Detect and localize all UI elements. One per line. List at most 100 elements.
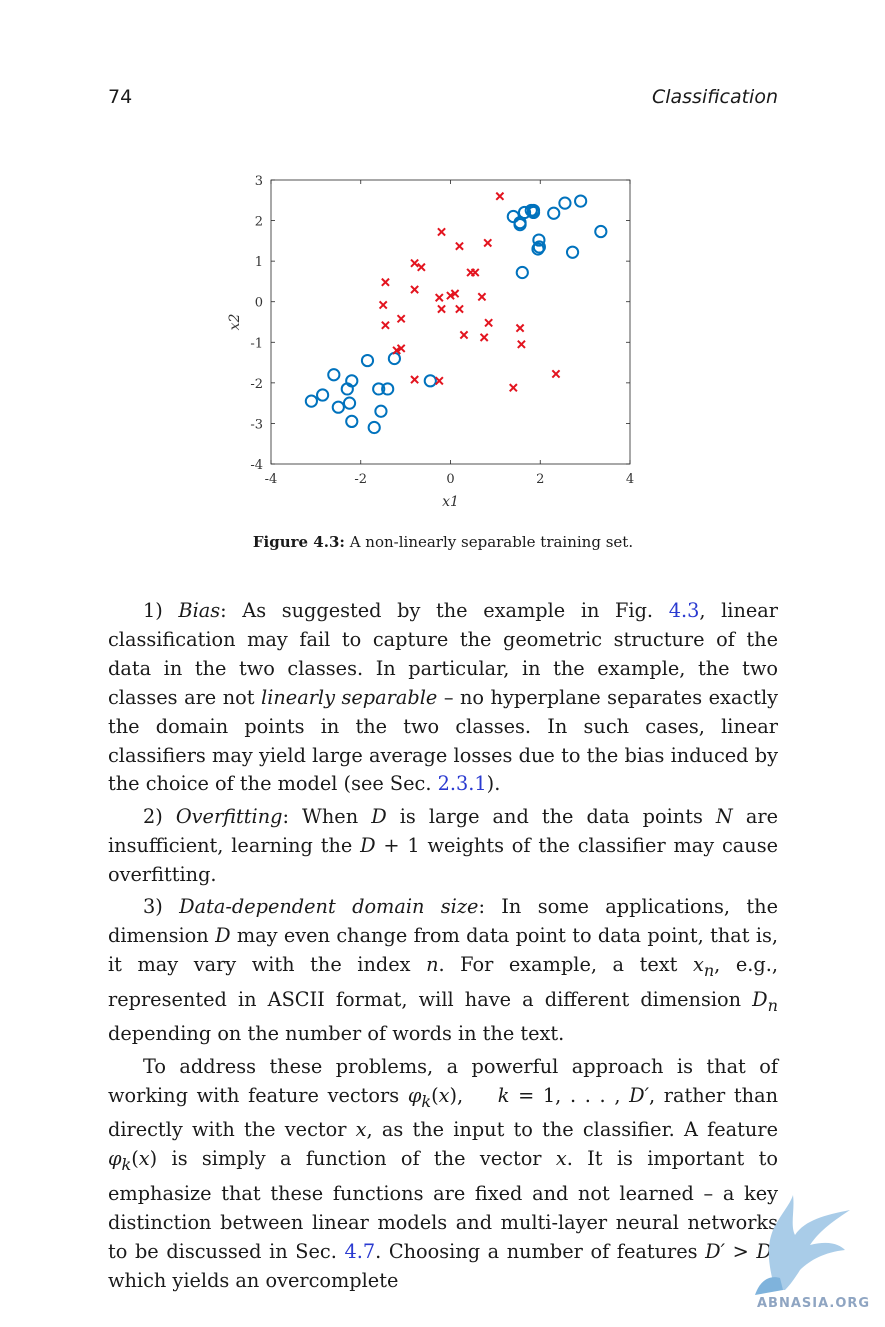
caption-text: A non-linearly separable training set.	[344, 533, 634, 551]
cross-point	[459, 330, 469, 340]
circle-point	[517, 205, 532, 220]
circle-point	[374, 404, 388, 418]
circle-point	[594, 224, 608, 239]
cross-point	[446, 291, 455, 300]
paragraph-bias: 1) Bias: As suggested by the example in …	[108, 599, 779, 796]
plot-axes	[270, 179, 631, 465]
cross-point	[434, 293, 444, 302]
figure-link[interactable]: 4.3	[668, 599, 700, 622]
circle-point	[367, 420, 381, 435]
circle-point	[515, 265, 529, 280]
tick-labels: -4 -2 0 2 4 3 2 1 0 -1 -2 -3 -4	[250, 174, 634, 487]
cross-stroke	[515, 323, 525, 333]
cross-point	[378, 300, 388, 310]
y-tick-label: -1	[250, 336, 263, 351]
cross-stroke	[434, 293, 444, 302]
cross-point	[551, 369, 561, 379]
cross-point	[479, 333, 489, 342]
cross-point	[455, 241, 464, 251]
cross-point	[437, 304, 446, 314]
circle-point	[532, 240, 546, 254]
y-tick-label: -3	[250, 417, 263, 432]
circle-point	[381, 382, 395, 396]
cross-point	[437, 227, 446, 237]
cross-stroke	[437, 304, 446, 314]
circle-point	[360, 353, 375, 368]
paragraph-domain-size: 3) Data-dependent domain size: In some a…	[108, 895, 779, 1046]
circle-point	[342, 396, 357, 410]
figure-caption: Figure 4.3: A non-linearly separable tra…	[108, 533, 778, 551]
circle-point	[547, 206, 561, 220]
watermark-text: ABNASIA.ORG	[757, 1296, 871, 1311]
x-tick-label: 0	[446, 472, 454, 487]
item-number: 3)	[143, 895, 180, 919]
x-tick-label: 2	[536, 472, 544, 487]
cross-stroke	[381, 277, 390, 287]
cross-stroke	[551, 369, 561, 379]
scatter-figure: -4 -2 0 2 4 3 2 1 0 -1 -2 -3 -4 x1 x2	[227, 174, 634, 510]
cross-point	[392, 346, 401, 355]
circle-point	[565, 245, 580, 259]
cross-point	[410, 285, 419, 294]
griffin-logo	[755, 1195, 850, 1295]
cross-stroke	[417, 262, 426, 272]
cross-stroke	[434, 376, 444, 386]
cross-stroke	[517, 340, 526, 349]
term-bias: Bias	[178, 599, 221, 622]
circle-point	[331, 400, 345, 414]
y-tick-label: 1	[255, 255, 263, 270]
cross-stroke	[484, 318, 493, 328]
circle-point	[327, 368, 341, 382]
circle-point	[372, 382, 386, 396]
cross-point	[477, 292, 487, 302]
cross-point	[509, 383, 518, 393]
emphasis-linearly-separable: linearly separable	[261, 685, 438, 709]
cross-point	[434, 376, 444, 386]
cross-point	[396, 314, 406, 324]
circle-point	[558, 196, 572, 210]
cross-stroke	[495, 191, 505, 201]
section-link[interactable]: 2.3.1	[437, 772, 487, 796]
data-markers	[304, 191, 608, 435]
cross-stroke	[479, 333, 489, 342]
cross-stroke	[410, 285, 419, 294]
paragraph-overfitting: 2) Overfitting: When D is large and the …	[108, 804, 778, 886]
page-number: 74	[108, 86, 133, 108]
cross-point	[417, 262, 426, 272]
cross-point	[495, 191, 505, 201]
y-tick-label: -2	[250, 377, 263, 392]
cross-point	[381, 277, 390, 287]
cross-stroke	[455, 304, 464, 314]
page-header: 74 Classification	[108, 86, 778, 112]
item-number: 2)	[143, 804, 176, 828]
cross-stroke	[446, 291, 455, 300]
circle-point	[574, 194, 588, 208]
cross-stroke	[396, 314, 406, 324]
circle-point	[345, 414, 359, 428]
cross-stroke	[477, 292, 487, 302]
x-tick-label: 4	[626, 472, 634, 487]
cross-stroke	[455, 241, 464, 251]
cross-point	[455, 304, 464, 314]
term-domain-size: Data-dependent domain size	[179, 895, 479, 919]
cross-stroke	[392, 346, 401, 355]
x-tick-label: -4	[265, 472, 278, 487]
cross-stroke	[410, 375, 419, 384]
cross-stroke	[410, 258, 419, 268]
body-text: 1) Bias: As suggested by the example in …	[108, 597, 778, 1299]
cross-point	[484, 318, 493, 328]
circle-point	[532, 233, 546, 247]
cross-stroke	[459, 330, 469, 340]
cross-point	[470, 268, 480, 277]
item-number: 1)	[143, 599, 179, 622]
section-link[interactable]: 4.7	[344, 1239, 376, 1263]
circle-point	[526, 203, 541, 218]
y-tick-label: 0	[255, 296, 263, 311]
cross-stroke	[381, 320, 390, 330]
cross-stroke	[396, 344, 406, 353]
cross-point	[483, 238, 493, 248]
caption-label: Figure 4.3:	[252, 533, 345, 551]
term-overfitting: Overfitting	[175, 804, 283, 828]
cross-stroke	[437, 227, 446, 237]
y-tick-label: 2	[255, 215, 263, 230]
